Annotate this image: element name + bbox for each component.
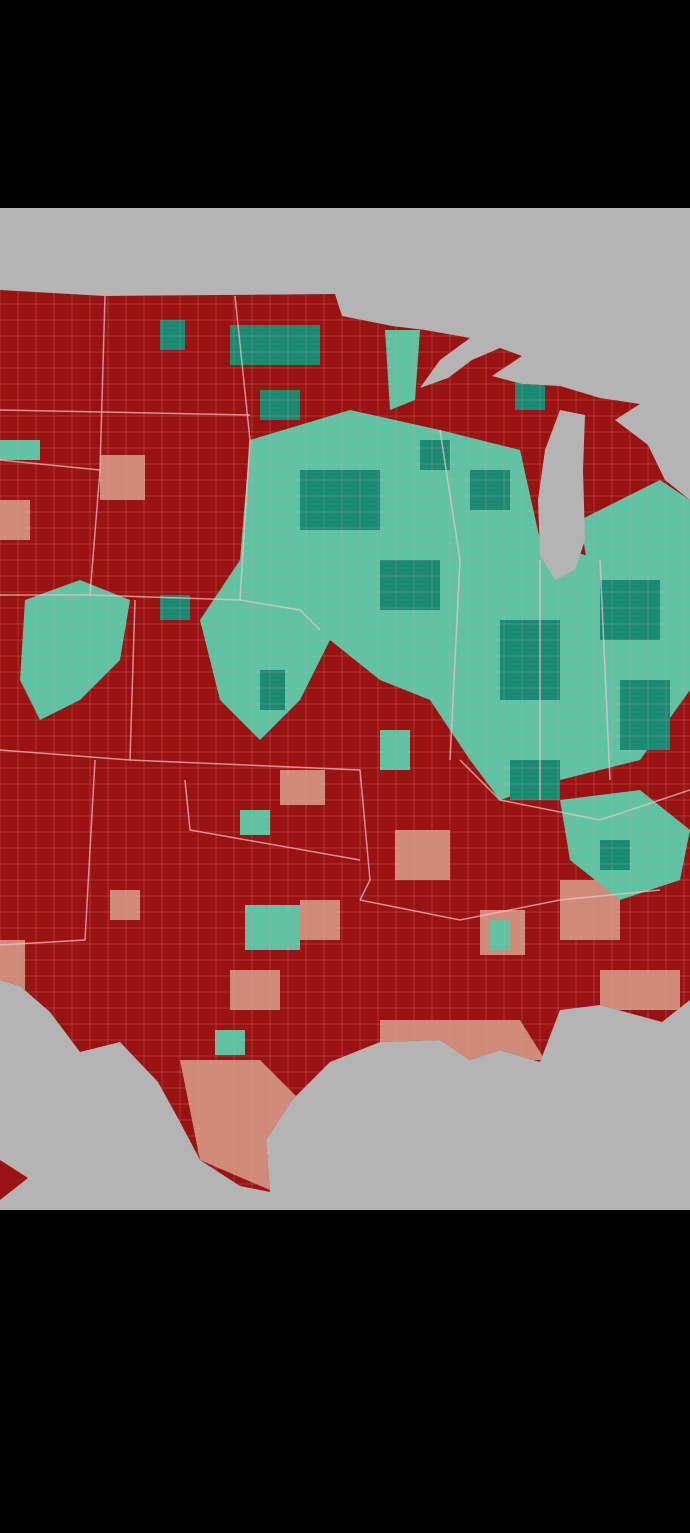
lake-michigan [538, 410, 585, 580]
state-borders [0, 295, 690, 946]
land-fragment [0, 1160, 28, 1200]
